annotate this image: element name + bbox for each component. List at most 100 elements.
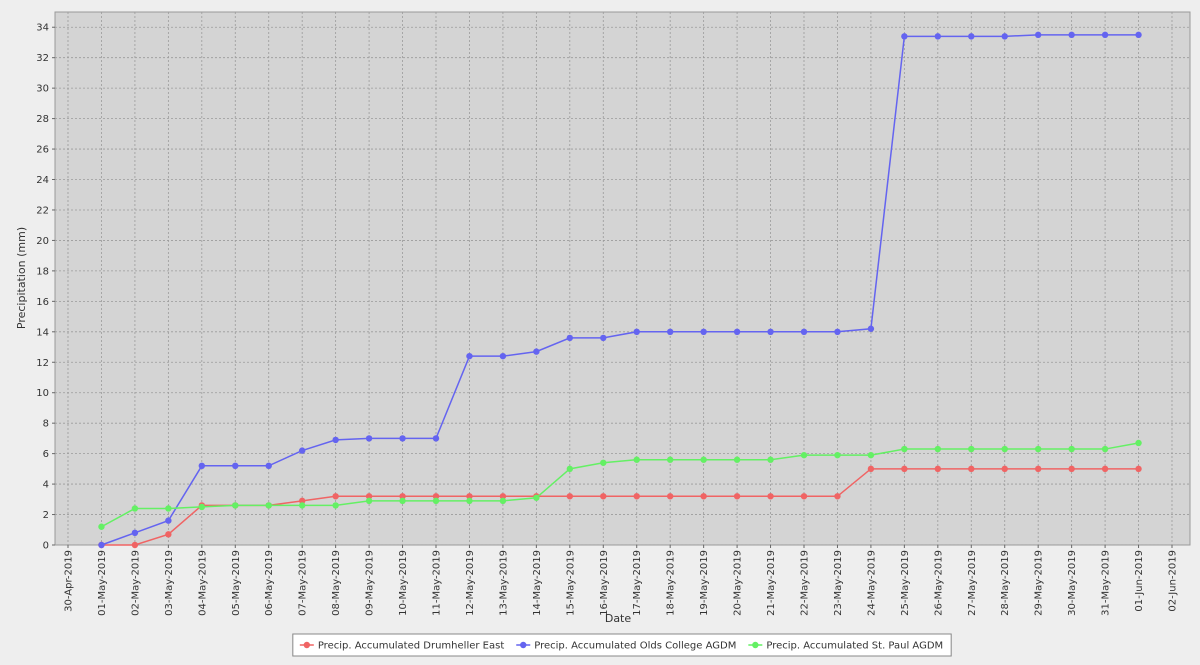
data-point	[198, 462, 206, 470]
data-point	[466, 493, 473, 500]
x-tick-label: 02-Jun-2019	[1168, 550, 1179, 612]
data-point	[1068, 445, 1075, 453]
data-point	[700, 328, 707, 335]
data-point	[1101, 465, 1109, 473]
x-tick-label: 26-May-2019	[933, 550, 944, 616]
data-point	[666, 493, 674, 500]
data-point	[934, 445, 942, 453]
x-tick-label: 01-May-2019	[97, 550, 108, 616]
y-tick-label: 10	[36, 388, 49, 399]
data-point	[968, 445, 975, 453]
y-tick-label: 26	[36, 145, 49, 156]
data-point	[733, 456, 741, 463]
data-point	[499, 493, 507, 500]
data-point	[365, 435, 373, 442]
x-tick-label: 27-May-2019	[967, 550, 978, 616]
data-point	[834, 493, 841, 500]
data-point	[1034, 445, 1042, 453]
legend	[292, 633, 952, 657]
x-tick-label: 14-May-2019	[532, 550, 543, 616]
x-tick-label: 20-May-2019	[733, 550, 744, 616]
data-point	[1001, 445, 1008, 453]
data-point	[867, 451, 875, 459]
data-point	[934, 33, 942, 40]
y-tick-label: 16	[36, 297, 49, 308]
data-point	[633, 328, 640, 335]
data-point	[165, 531, 172, 538]
data-point	[767, 493, 774, 500]
data-point	[265, 502, 272, 509]
x-tick-label: 11-May-2019	[432, 550, 443, 616]
data-point	[1135, 31, 1142, 39]
data-point	[733, 328, 741, 335]
data-point	[600, 334, 607, 342]
data-point	[566, 334, 574, 342]
legend-marker	[303, 641, 311, 649]
data-point	[901, 33, 908, 40]
data-point	[332, 502, 339, 509]
x-tick-label: 05-May-2019	[231, 550, 242, 616]
data-point	[733, 493, 741, 500]
data-point	[700, 456, 707, 463]
data-point	[165, 517, 172, 524]
data-point	[399, 435, 406, 442]
x-tick-label: 06-May-2019	[264, 550, 275, 616]
data-point	[399, 497, 406, 505]
data-point	[198, 503, 206, 511]
x-tick-label: 04-May-2019	[197, 550, 208, 616]
x-tick-label: 17-May-2019	[632, 550, 643, 616]
data-point	[834, 328, 841, 335]
y-tick-label: 20	[36, 236, 49, 247]
x-tick-label: 30-May-2019	[1067, 550, 1078, 616]
data-point	[131, 505, 139, 512]
data-point	[1135, 465, 1142, 473]
x-tick-label: 08-May-2019	[331, 550, 342, 616]
x-tick-label: 07-May-2019	[298, 550, 309, 616]
data-point	[265, 462, 272, 470]
data-point	[1101, 31, 1109, 39]
legend-label: Precip. Accumulated Olds College AGDM	[534, 641, 736, 652]
data-point	[432, 493, 440, 500]
data-point	[1034, 31, 1042, 39]
data-point	[1001, 465, 1008, 473]
data-point	[432, 497, 440, 505]
y-tick-label: 0	[43, 541, 49, 552]
legend-label: Precip. Accumulated St. Paul AGDM	[766, 641, 943, 652]
data-point	[131, 529, 139, 537]
legend-marker	[520, 641, 527, 649]
data-point	[767, 456, 774, 463]
data-point	[968, 33, 975, 40]
legend-label: Precip. Accumulated Drumheller East	[318, 641, 505, 652]
data-point	[1135, 439, 1142, 447]
x-tick-label: 31-May-2019	[1101, 550, 1112, 616]
data-point	[1101, 445, 1109, 453]
data-point	[1034, 465, 1042, 473]
y-tick-label: 18	[36, 266, 49, 277]
x-tick-label: 16-May-2019	[599, 550, 610, 616]
x-tick-label: 18-May-2019	[666, 550, 677, 616]
data-point	[1001, 33, 1008, 40]
y-tick-label: 34	[36, 23, 49, 34]
data-point	[298, 447, 306, 454]
data-point	[98, 523, 105, 530]
x-tick-label: 01-Jun-2019	[1134, 550, 1145, 612]
data-point	[666, 456, 674, 463]
data-point	[298, 497, 306, 505]
y-tick-label: 28	[36, 114, 49, 125]
series-line	[101, 468, 1139, 546]
data-point	[399, 493, 406, 500]
data-point	[968, 465, 975, 473]
data-point	[499, 352, 507, 360]
data-point	[1068, 31, 1075, 39]
y-tick-label: 6	[43, 449, 49, 460]
data-point	[432, 435, 440, 442]
data-point	[365, 497, 373, 505]
x-tick-label: 25-May-2019	[900, 550, 911, 616]
data-point	[633, 493, 640, 500]
data-point	[834, 451, 841, 459]
series-line	[101, 34, 1139, 546]
y-tick-label: 22	[36, 205, 49, 216]
data-point	[666, 328, 674, 335]
data-point	[700, 493, 707, 500]
